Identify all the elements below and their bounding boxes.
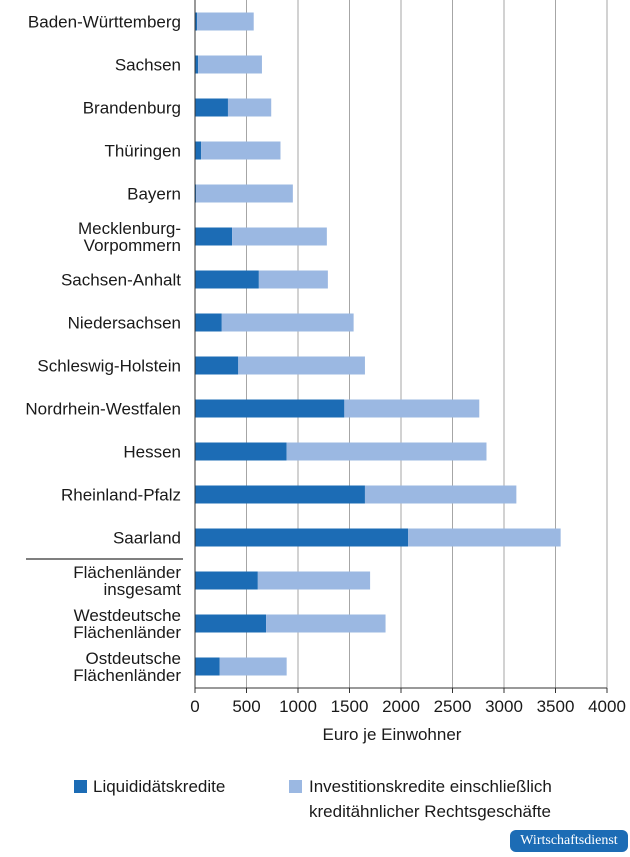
- bar-6-series-1: [258, 270, 328, 289]
- bar-3-series-0: [195, 141, 202, 160]
- x-tick-label-3: 1500: [331, 697, 369, 716]
- x-tick-label-5: 2500: [434, 697, 472, 716]
- x-axis: 0 500 1000 1500 2000 2500 3000 3500 4000: [190, 0, 626, 716]
- bars: [195, 12, 561, 676]
- category-label-0-0: Baden-Württemberg: [28, 13, 181, 32]
- category-label-7-0: Niedersachsen: [68, 314, 181, 333]
- category-label-4-0: Bayern: [127, 185, 181, 204]
- category-label-14-1: Flächenländer: [73, 623, 181, 642]
- x-tick-label-0: 0: [190, 697, 199, 716]
- legend: Liquididätskredite Investitionskredite ei…: [74, 777, 552, 821]
- x-tick-label-4: 2000: [382, 697, 420, 716]
- bar-13-series-0: [195, 571, 258, 590]
- bar-11-series-1: [364, 485, 517, 504]
- x-tick-label-1: 500: [232, 697, 260, 716]
- legend-label-1-1: kreditähnlicher Rechtsgeschäfte: [309, 802, 551, 821]
- bar-7-series-1: [221, 313, 354, 332]
- x-tick-label-6: 3000: [485, 697, 523, 716]
- bar-12-series-0: [195, 528, 409, 547]
- category-label-5-1: Vorpommern: [84, 236, 181, 255]
- source-badge: Wirtschaftsdienst: [510, 830, 628, 852]
- bar-1-series-0: [195, 55, 199, 74]
- bar-8-series-0: [195, 356, 239, 375]
- bar-7-series-0: [195, 313, 222, 332]
- legend-label-1-0: Investitionskredite einschließlich: [309, 777, 552, 796]
- category-labels: Baden-Württemberg Sachsen Brandenburg Thüri…: [25, 13, 183, 685]
- category-label-1-0: Sachsen: [115, 56, 181, 75]
- bar-2-series-1: [227, 98, 272, 117]
- bar-9-series-0: [195, 399, 345, 418]
- bar-3-series-1: [201, 141, 281, 160]
- category-label-13-0: Flächenländer: [73, 563, 181, 582]
- bar-11-series-0: [195, 485, 365, 504]
- category-label-15-0: Ostdeutsche: [86, 649, 181, 668]
- category-label-2-0: Brandenburg: [83, 99, 181, 118]
- category-label-9-0: Nordrhein-Westfalen: [25, 400, 181, 419]
- category-label-3-0: Thüringen: [104, 142, 181, 161]
- category-label-11-0: Rheinland-Pfalz: [61, 486, 181, 505]
- bar-1-series-1: [198, 55, 262, 74]
- category-label-15-1: Flächenländer: [73, 666, 181, 685]
- bar-2-series-0: [195, 98, 228, 117]
- bar-10-series-1: [286, 442, 487, 461]
- category-label-6-0: Sachsen-Anhalt: [61, 271, 181, 290]
- bar-9-series-1: [344, 399, 480, 418]
- bar-15-series-0: [195, 657, 220, 676]
- x-tick-label-2: 1000: [279, 697, 317, 716]
- legend-swatch-0: [74, 780, 87, 793]
- legend-swatch-1: [289, 780, 302, 793]
- category-label-8-0: Schleswig-Holstein: [37, 357, 181, 376]
- bar-13-series-1: [257, 571, 371, 590]
- category-label-14-0: Westdeutsche: [74, 606, 181, 625]
- category-label-5-0: Mecklenburg-: [78, 219, 181, 238]
- bar-8-series-1: [238, 356, 365, 375]
- category-label-13-1: insgesamt: [104, 580, 182, 599]
- bar-4-series-1: [196, 184, 293, 203]
- legend-label-0: Liquididätskredite: [93, 777, 225, 796]
- x-tick-label-7: 3500: [537, 697, 575, 716]
- category-label-10-0: Hessen: [123, 443, 181, 462]
- bar-14-series-1: [266, 614, 386, 633]
- category-label-12-0: Saarland: [113, 529, 181, 548]
- grid-lines: [246, 0, 608, 688]
- x-tick-label-8: 4000: [588, 697, 626, 716]
- bar-0-series-1: [197, 12, 254, 31]
- bar-0-series-0: [195, 12, 198, 31]
- bar-15-series-1: [219, 657, 287, 676]
- bar-5-series-1: [232, 227, 327, 246]
- x-axis-title: Euro je Einwohner: [323, 725, 462, 744]
- bar-4-series-0: [195, 184, 197, 203]
- bar-10-series-0: [195, 442, 287, 461]
- bar-14-series-0: [195, 614, 267, 633]
- bar-5-series-0: [195, 227, 233, 246]
- bar-12-series-1: [408, 528, 561, 547]
- bar-6-series-0: [195, 270, 259, 289]
